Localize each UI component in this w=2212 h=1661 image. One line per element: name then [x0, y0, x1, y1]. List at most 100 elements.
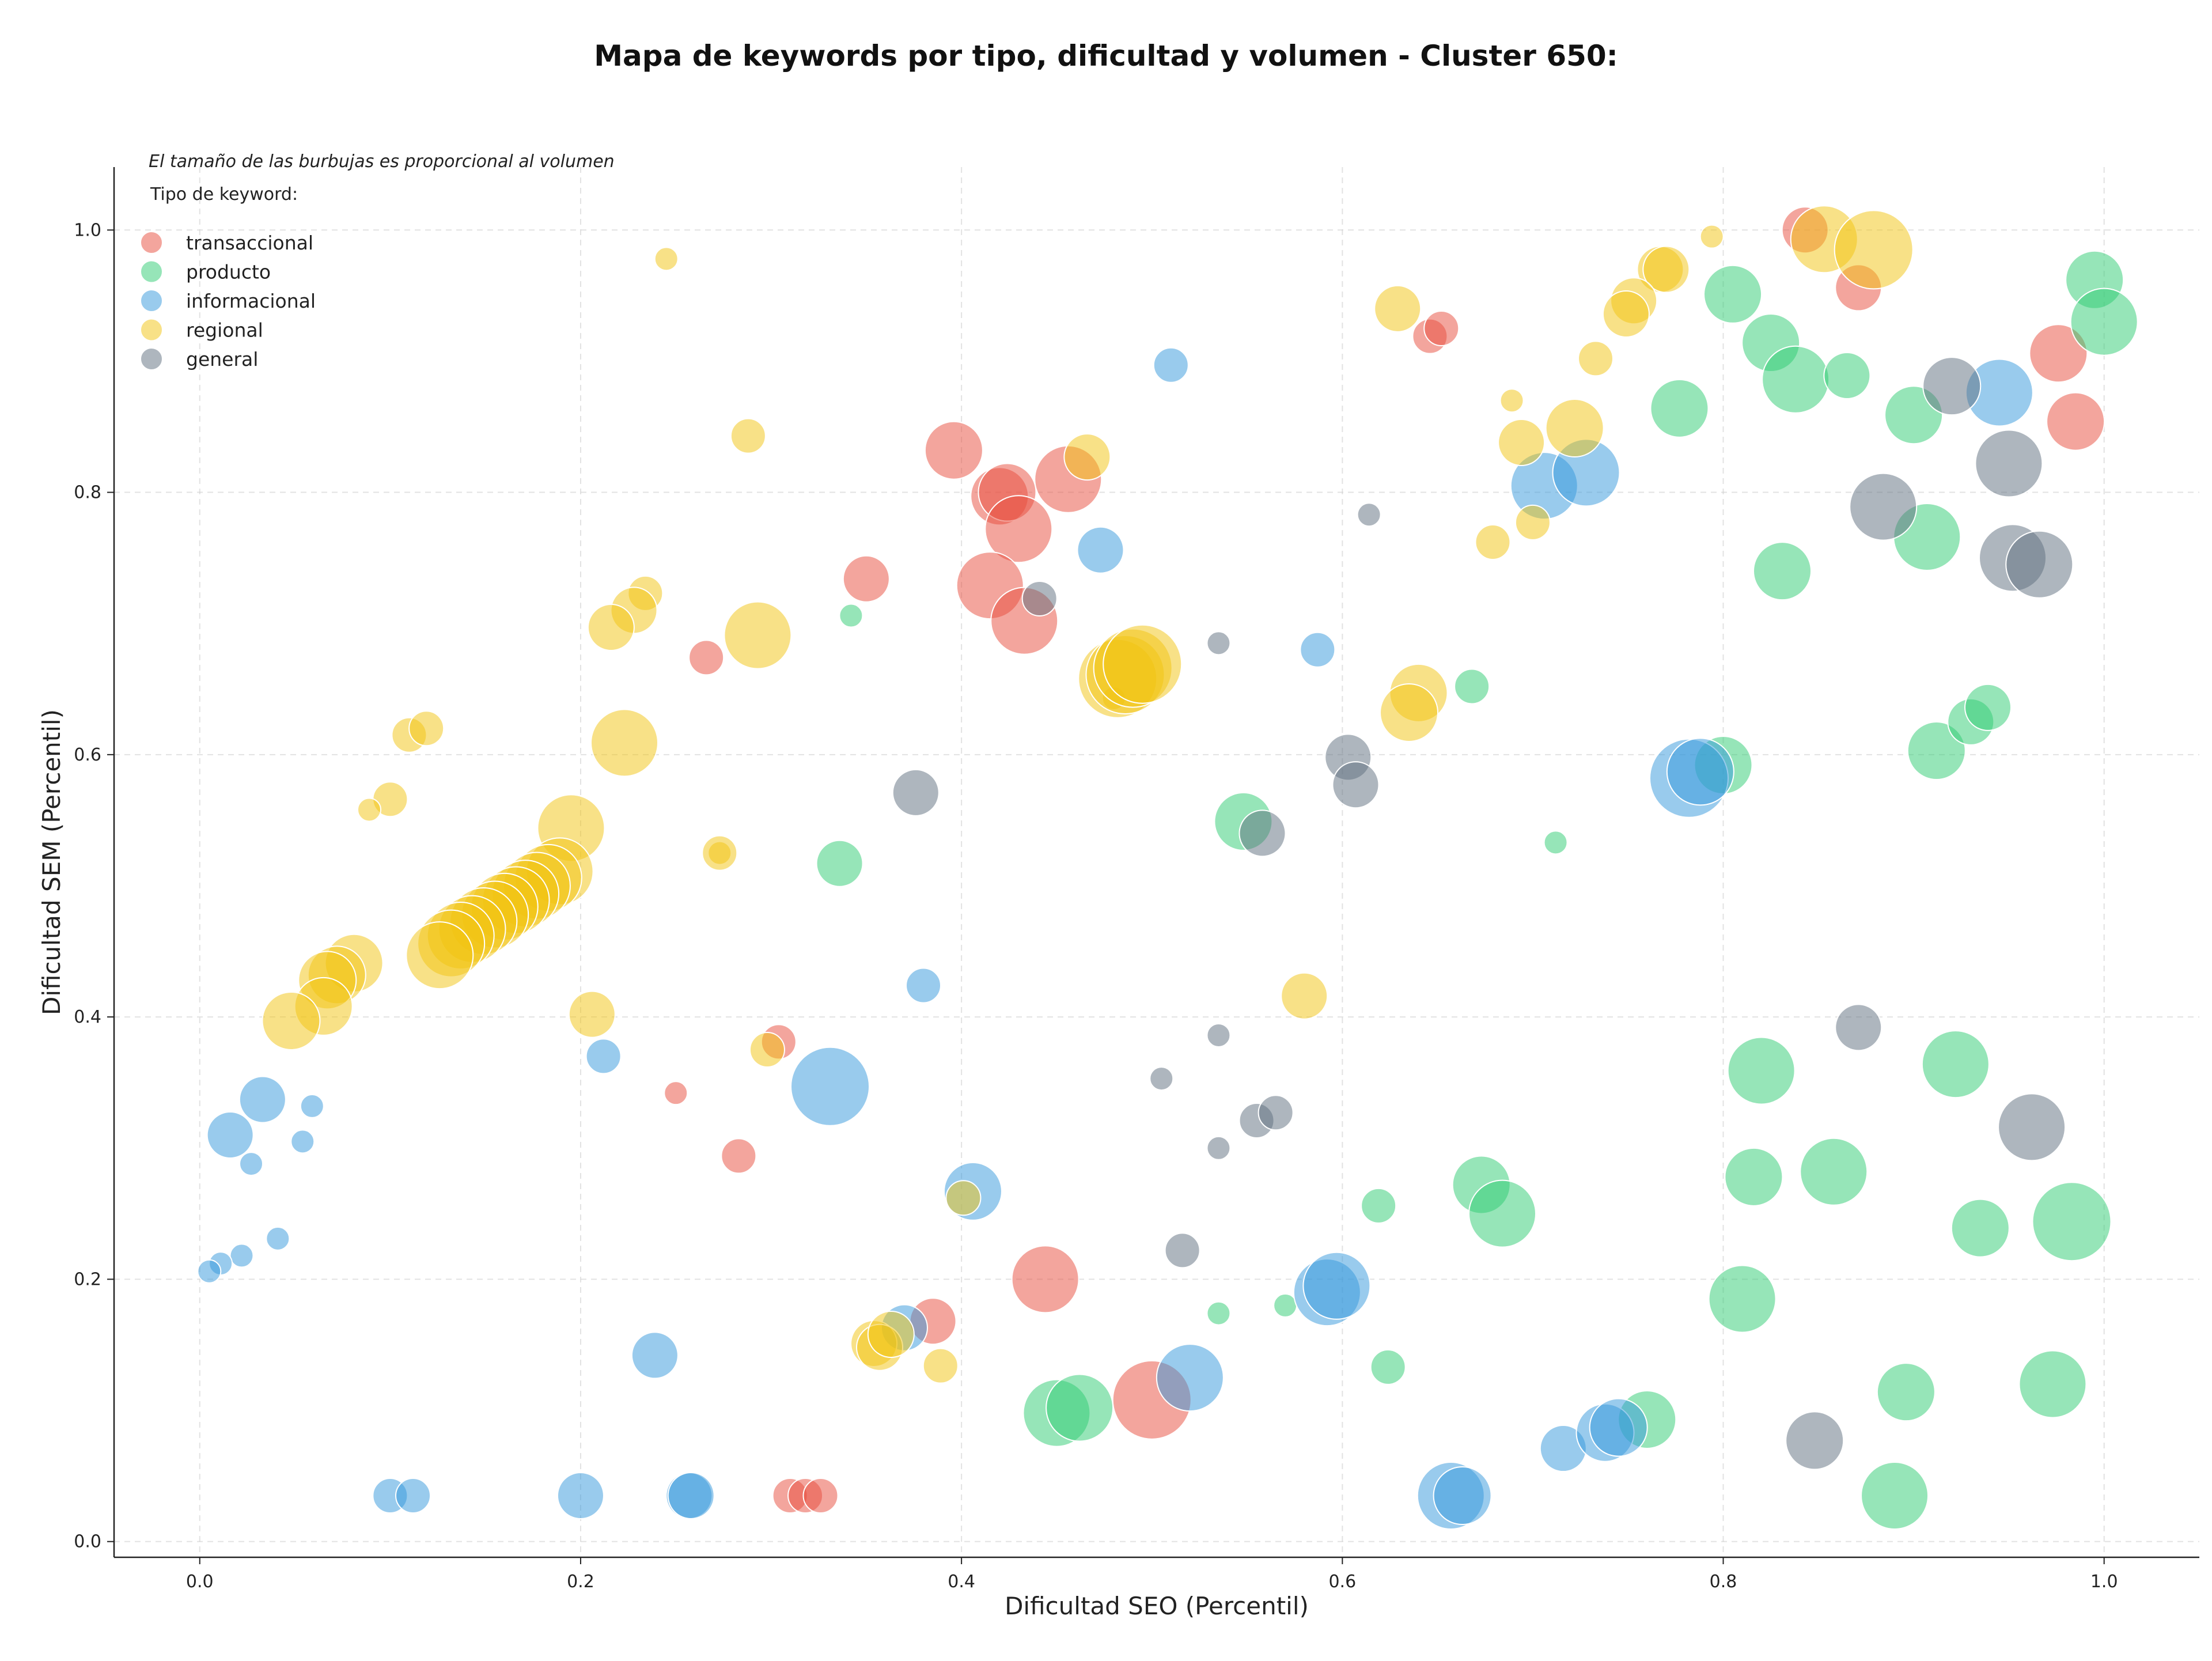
x-tick-label: 0.4 [948, 1572, 975, 1592]
x-tick-label: 1.0 [2090, 1572, 2118, 1592]
bubble-transaccional [721, 1138, 757, 1174]
bubble-producto [1724, 1147, 1783, 1206]
bubble-informacional [300, 1094, 324, 1118]
x-tick-label: 0.8 [1710, 1572, 1737, 1592]
bubble-general [1357, 502, 1381, 527]
bubble-producto [1454, 668, 1490, 705]
y-tick-label: 0.6 [74, 745, 101, 765]
bubble-regional [730, 418, 766, 454]
bubble-producto [1046, 1374, 1114, 1442]
bubble-producto [1950, 1198, 2010, 1258]
bubble-regional [922, 1348, 959, 1384]
bubble-producto [1861, 1462, 1929, 1530]
bubble-informacional [1156, 1344, 1224, 1412]
bubble-regional [1374, 285, 1422, 332]
bubble-general [1164, 1232, 1200, 1269]
bubble-producto [1727, 1036, 1796, 1105]
bubble-regional [945, 1180, 982, 1216]
bubble-general [1257, 1095, 1294, 1131]
y-tick-label: 0.8 [74, 483, 101, 503]
x-tick-label: 0.6 [1328, 1572, 1356, 1592]
bubble-producto [1361, 1187, 1397, 1224]
bubble-informacional [197, 1259, 222, 1284]
bubble-producto [1800, 1137, 1868, 1206]
bubble-regional [590, 709, 658, 777]
bubble-producto [1762, 345, 1830, 414]
bubble-producto [1907, 721, 1966, 781]
bubble-general [892, 769, 940, 816]
bubble-informacional [631, 1331, 679, 1379]
bubble-producto [1370, 1349, 1406, 1385]
legend-marker-informacional [140, 289, 163, 312]
bubble-regional [1498, 419, 1546, 467]
bubble-regional [1578, 340, 1614, 377]
bubble-transaccional [1011, 1245, 1080, 1314]
legend-label-regional: regional [186, 319, 263, 342]
bubble-regional [1499, 388, 1524, 413]
bubble-regional [1514, 504, 1551, 540]
bubble-informacional [906, 967, 942, 1004]
bubble-producto [2018, 1350, 2087, 1418]
chart-title: Mapa de keywords por tipo, dificultad y … [594, 39, 1618, 73]
bubble-informacional [1077, 526, 1124, 574]
legend-label-informacional: informacional [186, 290, 316, 312]
bubble-informacional [1153, 347, 1189, 383]
bubble-regional [702, 835, 738, 871]
bubble-general [1849, 472, 1918, 541]
bubble-transaccional [984, 495, 1053, 563]
bubble-producto [1703, 264, 1763, 324]
legend-label-general: general [186, 348, 258, 370]
bubble-producto [1273, 1293, 1298, 1318]
bubble-informacional [585, 1038, 622, 1074]
bubble-general [1975, 429, 2043, 498]
bubble-regional [1063, 433, 1111, 481]
bubble-transaccional [688, 640, 725, 676]
bubble-producto [839, 603, 863, 628]
bubble-general [1922, 357, 1982, 416]
bubble-regional [1103, 624, 1183, 704]
bubble-regional [867, 1311, 915, 1359]
bubble-transaccional [842, 555, 890, 603]
bubble-informacional [238, 1076, 286, 1123]
bubble-general [1206, 631, 1231, 656]
bubble-regional [587, 604, 635, 652]
bubble-regional [654, 247, 679, 271]
bubble-general [1998, 1093, 2066, 1161]
bubble-producto [1543, 830, 1568, 855]
bubble-general [1332, 761, 1380, 809]
bubble-regional [1699, 224, 1724, 249]
bubble-producto [1823, 351, 1871, 399]
bubble-regional [1475, 524, 1511, 561]
legend-marker-general [140, 347, 163, 370]
bubble-informacional [239, 1152, 264, 1176]
bubble-producto [1753, 542, 1812, 601]
bubble-producto [1708, 1265, 1777, 1333]
bubble-regional [1380, 683, 1439, 742]
bubble-transaccional [924, 421, 983, 480]
legend-title: Tipo de keyword: [150, 184, 298, 205]
x-tick-label: 0.0 [186, 1572, 214, 1592]
bubble-transaccional [802, 1478, 839, 1514]
bubble-producto [1650, 379, 1709, 438]
legend-marker-producto [140, 260, 163, 283]
bubble-regional [568, 990, 616, 1038]
y-tick-label: 0.4 [74, 1007, 101, 1027]
bubble-producto [1876, 1363, 1936, 1422]
bubble-transaccional [1423, 310, 1460, 346]
bubble-regional [749, 1032, 785, 1068]
bubble-informacional [290, 1129, 315, 1154]
bubble-informacional [395, 1478, 431, 1514]
bubble-regional [408, 710, 445, 747]
bubble-general [1206, 1023, 1231, 1047]
legend-marker-regional [140, 318, 163, 342]
bubble-general [1021, 580, 1058, 616]
bubble-regional [1834, 210, 1914, 290]
y-tick-label: 1.0 [74, 220, 101, 240]
bubble-transaccional [2029, 324, 2088, 383]
bubble-informacional [206, 1111, 254, 1159]
bubble-general [1835, 1004, 1883, 1051]
y-axis-label: Dificultad SEM (Percentil) [37, 709, 66, 1015]
bubble-regional [1281, 972, 1328, 1020]
bubble-general [2005, 530, 2074, 599]
y-tick-label: 0.2 [74, 1269, 101, 1289]
